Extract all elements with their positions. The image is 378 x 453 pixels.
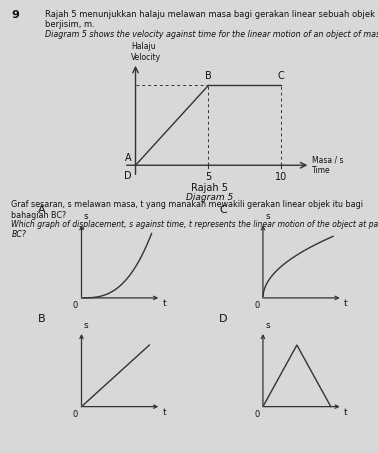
Text: s: s — [265, 321, 270, 330]
Text: Rajah 5 menunjukkan halaju melawan masa bagi gerakan linear sebuah objek yang
be: Rajah 5 menunjukkan halaju melawan masa … — [45, 10, 378, 29]
Text: Which graph of displacement, s against time, t represents the linear motion of t: Which graph of displacement, s against t… — [11, 220, 378, 239]
Text: 10: 10 — [275, 172, 287, 182]
Text: s: s — [84, 212, 88, 221]
Text: Masa / s
Time: Masa / s Time — [312, 155, 343, 175]
Text: Graf sesaran, s melawan masa, t yang manakah mewakili gerakan linear objek itu b: Graf sesaran, s melawan masa, t yang man… — [11, 200, 363, 220]
Text: t: t — [163, 299, 166, 308]
Text: 5: 5 — [205, 172, 211, 182]
Text: t: t — [344, 299, 348, 308]
Text: 9: 9 — [11, 10, 19, 20]
Text: A: A — [38, 205, 45, 215]
Text: Diagram 5 shows the velocity against time for the linear motion of an object of : Diagram 5 shows the velocity against tim… — [45, 30, 378, 39]
Text: Halaju
Velocity: Halaju Velocity — [131, 42, 161, 62]
Text: s: s — [84, 321, 88, 330]
Text: C: C — [219, 205, 227, 215]
Text: Diagram 5: Diagram 5 — [186, 193, 234, 202]
Text: B: B — [38, 314, 45, 324]
Text: 0: 0 — [73, 410, 78, 419]
Text: 0: 0 — [254, 410, 259, 419]
Text: D: D — [219, 314, 228, 324]
Text: B: B — [205, 71, 212, 81]
Text: C: C — [278, 71, 285, 81]
Text: Rajah 5: Rajah 5 — [191, 183, 228, 193]
Text: D: D — [124, 171, 132, 181]
Text: t: t — [344, 408, 348, 417]
Text: s: s — [265, 212, 270, 221]
Text: t: t — [163, 408, 166, 417]
Text: A: A — [125, 153, 132, 163]
Text: 0: 0 — [73, 301, 78, 310]
Text: 0: 0 — [254, 301, 259, 310]
